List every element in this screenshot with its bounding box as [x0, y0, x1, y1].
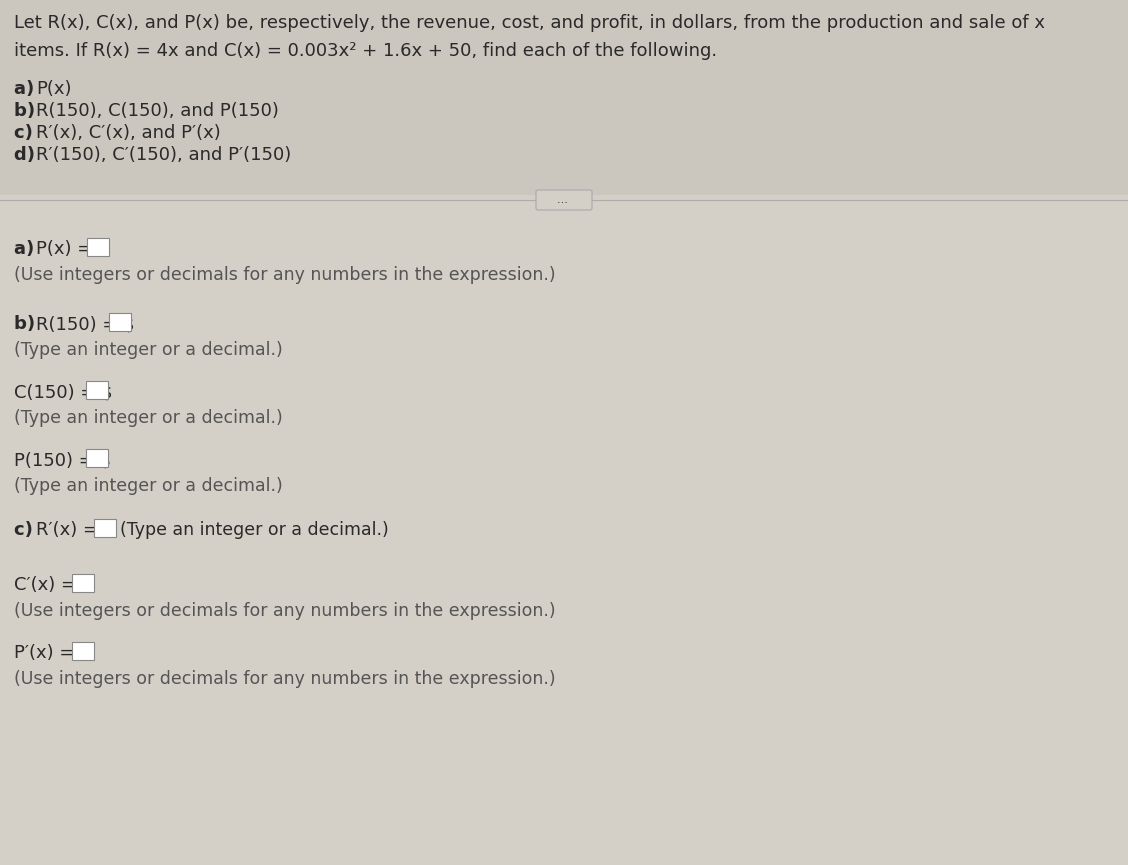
Text: b): b) [14, 315, 42, 333]
FancyBboxPatch shape [94, 519, 116, 537]
Text: (Type an integer or a decimal.): (Type an integer or a decimal.) [14, 341, 283, 359]
FancyBboxPatch shape [0, 0, 1128, 195]
Text: P′(x) =: P′(x) = [14, 644, 80, 662]
Text: (Type an integer or a decimal.): (Type an integer or a decimal.) [120, 521, 389, 539]
Text: (Type an integer or a decimal.): (Type an integer or a decimal.) [14, 477, 283, 495]
Text: a): a) [14, 240, 41, 258]
Text: ...: ... [557, 195, 571, 205]
Text: C(150) = $: C(150) = $ [14, 383, 113, 401]
Text: Let R(x), C(x), and P(x) be, respectively, the revenue, cost, and profit, in dol: Let R(x), C(x), and P(x) be, respectivel… [14, 14, 1045, 32]
Text: R(150), C(150), and P(150): R(150), C(150), and P(150) [36, 102, 279, 120]
Text: R′(x), C′(x), and P′(x): R′(x), C′(x), and P′(x) [36, 124, 221, 142]
Text: P(150) = $: P(150) = $ [14, 451, 111, 469]
Text: (Use integers or decimals for any numbers in the expression.): (Use integers or decimals for any number… [14, 670, 556, 688]
FancyBboxPatch shape [86, 449, 108, 467]
Text: c): c) [14, 124, 39, 142]
Text: R′(x) =: R′(x) = [36, 521, 104, 539]
Text: a): a) [14, 80, 41, 98]
Text: P(x): P(x) [36, 80, 71, 98]
FancyBboxPatch shape [71, 642, 94, 660]
Text: R(150) = $: R(150) = $ [36, 315, 135, 333]
FancyBboxPatch shape [87, 238, 109, 256]
Text: (Use integers or decimals for any numbers in the expression.): (Use integers or decimals for any number… [14, 266, 556, 284]
FancyBboxPatch shape [108, 313, 131, 331]
FancyBboxPatch shape [86, 381, 108, 399]
Text: b): b) [14, 102, 42, 120]
Text: (Type an integer or a decimal.): (Type an integer or a decimal.) [14, 409, 283, 427]
FancyBboxPatch shape [536, 190, 592, 210]
Text: P(x) =: P(x) = [36, 240, 98, 258]
FancyBboxPatch shape [71, 574, 94, 592]
Text: items. If R(x) = 4x and C(x) = 0.003x² + 1.6x + 50, find each of the following.: items. If R(x) = 4x and C(x) = 0.003x² +… [14, 42, 717, 60]
Text: R′(150), C′(150), and P′(150): R′(150), C′(150), and P′(150) [36, 146, 291, 164]
Text: d): d) [14, 146, 42, 164]
Text: (Use integers or decimals for any numbers in the expression.): (Use integers or decimals for any number… [14, 602, 556, 620]
Text: C′(x) =: C′(x) = [14, 576, 81, 594]
Text: c): c) [14, 521, 39, 539]
